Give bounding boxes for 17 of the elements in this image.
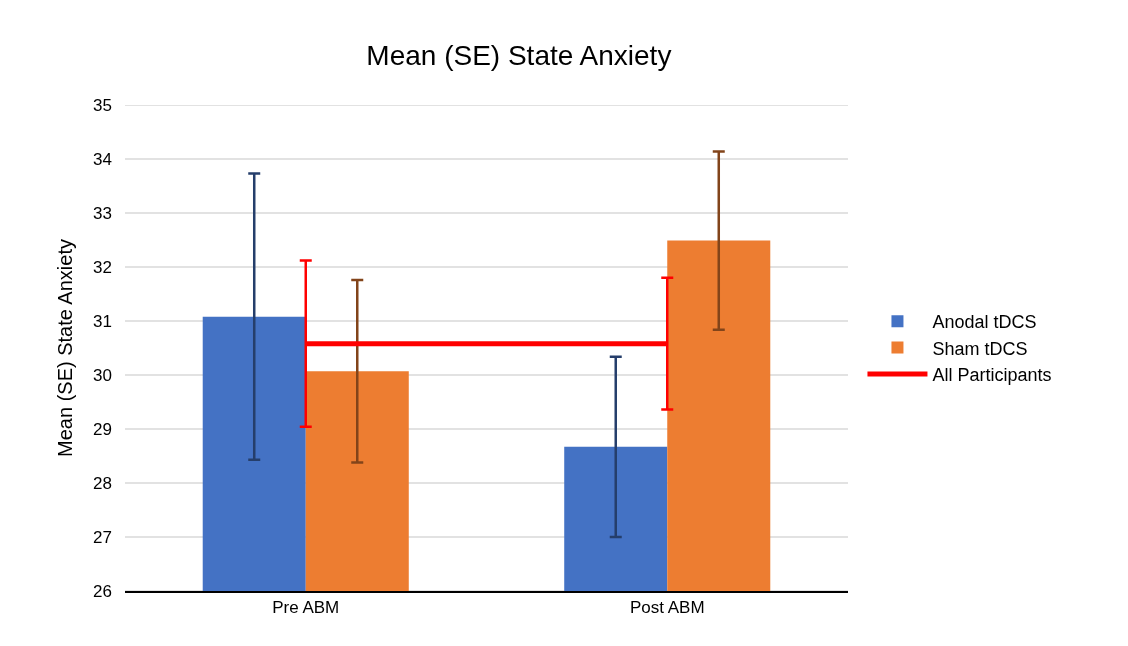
legend-label: All Participants xyxy=(932,365,1052,386)
chart-title: Mean (SE) State Anxiety xyxy=(366,39,672,71)
y-tick-label: 33 xyxy=(93,203,112,223)
y-tick-label: 29 xyxy=(93,419,112,439)
y-tick-label: 28 xyxy=(93,473,112,493)
y-tick-label: 31 xyxy=(93,311,112,331)
y-tick-label: 35 xyxy=(93,95,112,115)
y-tick-label: 26 xyxy=(93,581,112,601)
y-tick-label: 27 xyxy=(93,527,112,547)
y-axis-title: Mean (SE) State Anxiety xyxy=(53,239,76,457)
y-tick-label: 34 xyxy=(93,149,112,169)
x-tick-label: Post ABM xyxy=(629,598,705,618)
legend-label: Anodal tDCS xyxy=(932,312,1037,333)
y-tick-label: 32 xyxy=(93,257,112,277)
x-tick-label: Pre ABM xyxy=(272,598,340,618)
legend-label: Sham tDCS xyxy=(932,338,1028,359)
y-tick-label: 30 xyxy=(93,365,112,385)
